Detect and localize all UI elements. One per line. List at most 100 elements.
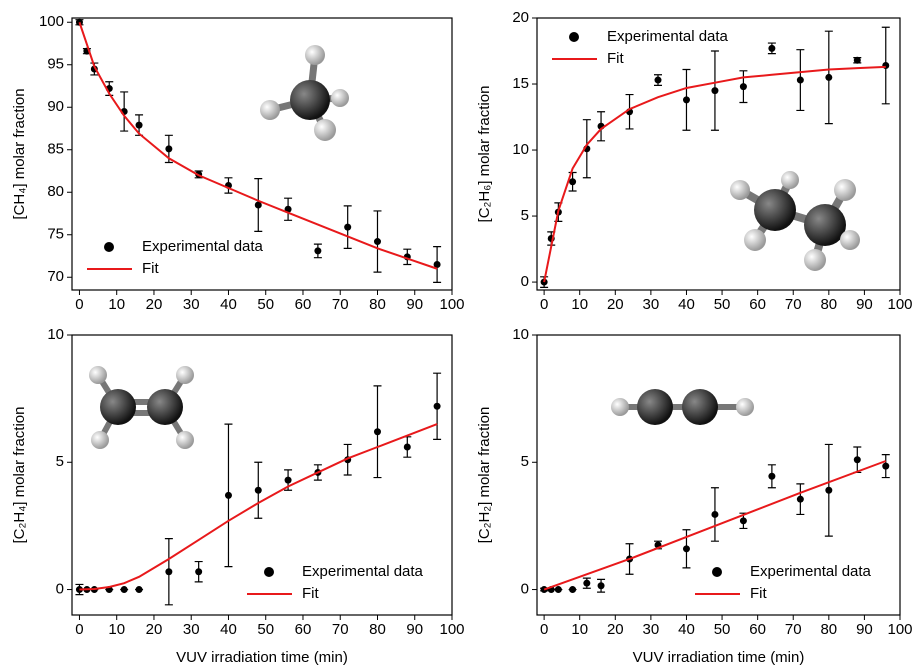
data-point	[739, 517, 747, 525]
x-axis-label: VUV irradiation time (min)	[633, 649, 805, 666]
data-point	[796, 495, 804, 503]
x-tick-label: 80	[820, 296, 837, 313]
data-point	[882, 62, 890, 70]
data-point	[120, 586, 128, 594]
y-tick-label: 10	[512, 141, 529, 158]
fit-line	[78, 21, 438, 270]
y-tick-label: 20	[512, 9, 529, 26]
legend-label: Fit	[302, 585, 319, 602]
panel: 0 10 20 30 40 50 60 70 80 90 100 0 5 10 15 20 [C₂H₆] mol…	[476, 9, 913, 313]
y-tick-label: 15	[512, 75, 529, 92]
legend-label: Fit	[142, 260, 159, 277]
legend-label: Fit	[607, 50, 624, 67]
y-tick-label: 75	[47, 226, 64, 243]
x-tick-label: 30	[183, 621, 200, 638]
x-tick-label: 30	[643, 621, 660, 638]
x-tick-label: 80	[820, 621, 837, 638]
data-point	[825, 73, 833, 81]
data-point	[373, 428, 381, 436]
y-tick-label: 0	[56, 581, 64, 598]
data-point	[711, 87, 719, 95]
data-point	[853, 456, 861, 464]
x-tick-label: 10	[571, 621, 588, 638]
data-point	[224, 491, 232, 499]
x-tick-label: 90	[406, 621, 423, 638]
x-tick-label: 40	[220, 621, 237, 638]
x-tick-label: 0	[75, 621, 83, 638]
data-point	[433, 261, 441, 268]
x-tick-label: 100	[887, 296, 912, 313]
data-point	[554, 586, 562, 594]
y-tick-label: 85	[47, 141, 64, 158]
data-point	[433, 402, 441, 410]
data-point	[654, 76, 662, 84]
fit-line	[543, 65, 886, 283]
y-tick-label: 100	[39, 13, 64, 30]
y-tick-label: 5	[521, 207, 529, 224]
x-tick-label: 80	[369, 621, 386, 638]
legend-label: Experimental data	[142, 238, 264, 255]
data-point	[165, 145, 173, 153]
data-point	[569, 178, 577, 186]
x-tick-label: 100	[887, 621, 912, 638]
data-point	[796, 76, 804, 84]
y-tick-label: 5	[521, 453, 529, 470]
molecule-illustration	[260, 45, 349, 141]
x-axis-label: VUV irradiation time (min)	[176, 649, 348, 666]
panel: 0 10 20 30 40 50 60 70 80 90 100 70 75 80 85 90 95 100 [CH…	[11, 13, 465, 313]
y-tick-label: 0	[521, 581, 529, 598]
x-tick-label: 40	[678, 621, 695, 638]
data-point	[597, 582, 605, 590]
data-point	[284, 476, 292, 484]
data-point	[254, 201, 262, 209]
data-point	[135, 586, 143, 594]
y-tick-label: 90	[47, 98, 64, 115]
legend-marker	[569, 32, 579, 42]
panel: 0 10 20 30 40 50 60 70 80 90 100 0 5 10 [C₂H₄] molar f…	[11, 326, 465, 666]
plot-frame	[71, 17, 453, 291]
data-point	[768, 472, 776, 480]
data-point	[165, 568, 173, 576]
data-point	[314, 247, 322, 255]
x-tick-label: 50	[257, 621, 274, 638]
x-tick-label: 30	[643, 296, 660, 313]
data-point	[768, 44, 776, 52]
x-tick-label: 70	[332, 296, 349, 313]
data-point	[254, 486, 262, 494]
x-tick-label: 10	[571, 296, 588, 313]
x-tick-label: 20	[146, 296, 163, 313]
y-tick-label: 10	[512, 326, 529, 343]
legend-marker	[712, 567, 722, 577]
x-tick-label: 90	[406, 296, 423, 313]
legend-label: Experimental data	[750, 563, 872, 580]
panel: 0 10 20 30 40 50 60 70 80 90 100 0 5 10 [C₂H₂] molar f…	[476, 326, 913, 666]
x-tick-label: 0	[540, 296, 548, 313]
y-axis-label: [C₂H₂] molar fraction	[476, 407, 493, 544]
x-tick-label: 10	[108, 621, 125, 638]
data-point	[569, 586, 577, 594]
data-point	[739, 83, 747, 91]
x-tick-label: 30	[183, 296, 200, 313]
x-tick-label: 60	[749, 296, 766, 313]
data-point	[135, 121, 143, 129]
molecule-illustration	[89, 366, 194, 449]
data-point	[882, 462, 890, 470]
x-tick-label: 100	[439, 621, 464, 638]
legend-label: Experimental data	[607, 28, 729, 45]
x-tick-label: 80	[369, 296, 386, 313]
data-point	[583, 579, 591, 587]
x-tick-label: 70	[332, 621, 349, 638]
fit-line	[79, 423, 438, 591]
y-axis-label: [C₂H₄] molar fraction	[11, 407, 28, 544]
x-tick-label: 60	[295, 296, 312, 313]
x-tick-label: 90	[856, 621, 873, 638]
x-tick-label: 40	[220, 296, 237, 313]
data-point	[682, 96, 690, 104]
x-tick-label: 40	[678, 296, 695, 313]
data-point	[403, 443, 411, 451]
y-tick-label: 5	[56, 453, 64, 470]
data-point	[711, 510, 719, 518]
x-tick-label: 70	[785, 296, 802, 313]
y-tick-label: 0	[521, 273, 529, 290]
